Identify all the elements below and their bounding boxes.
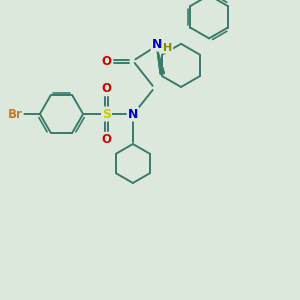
Polygon shape [157, 48, 164, 74]
Text: N: N [128, 107, 138, 121]
Text: S: S [102, 107, 111, 121]
Text: O: O [101, 133, 112, 146]
Text: H: H [163, 43, 172, 53]
Text: O: O [101, 82, 112, 95]
Text: N: N [152, 38, 162, 51]
Text: Br: Br [8, 107, 23, 121]
Polygon shape [157, 48, 164, 74]
Text: O: O [102, 55, 112, 68]
